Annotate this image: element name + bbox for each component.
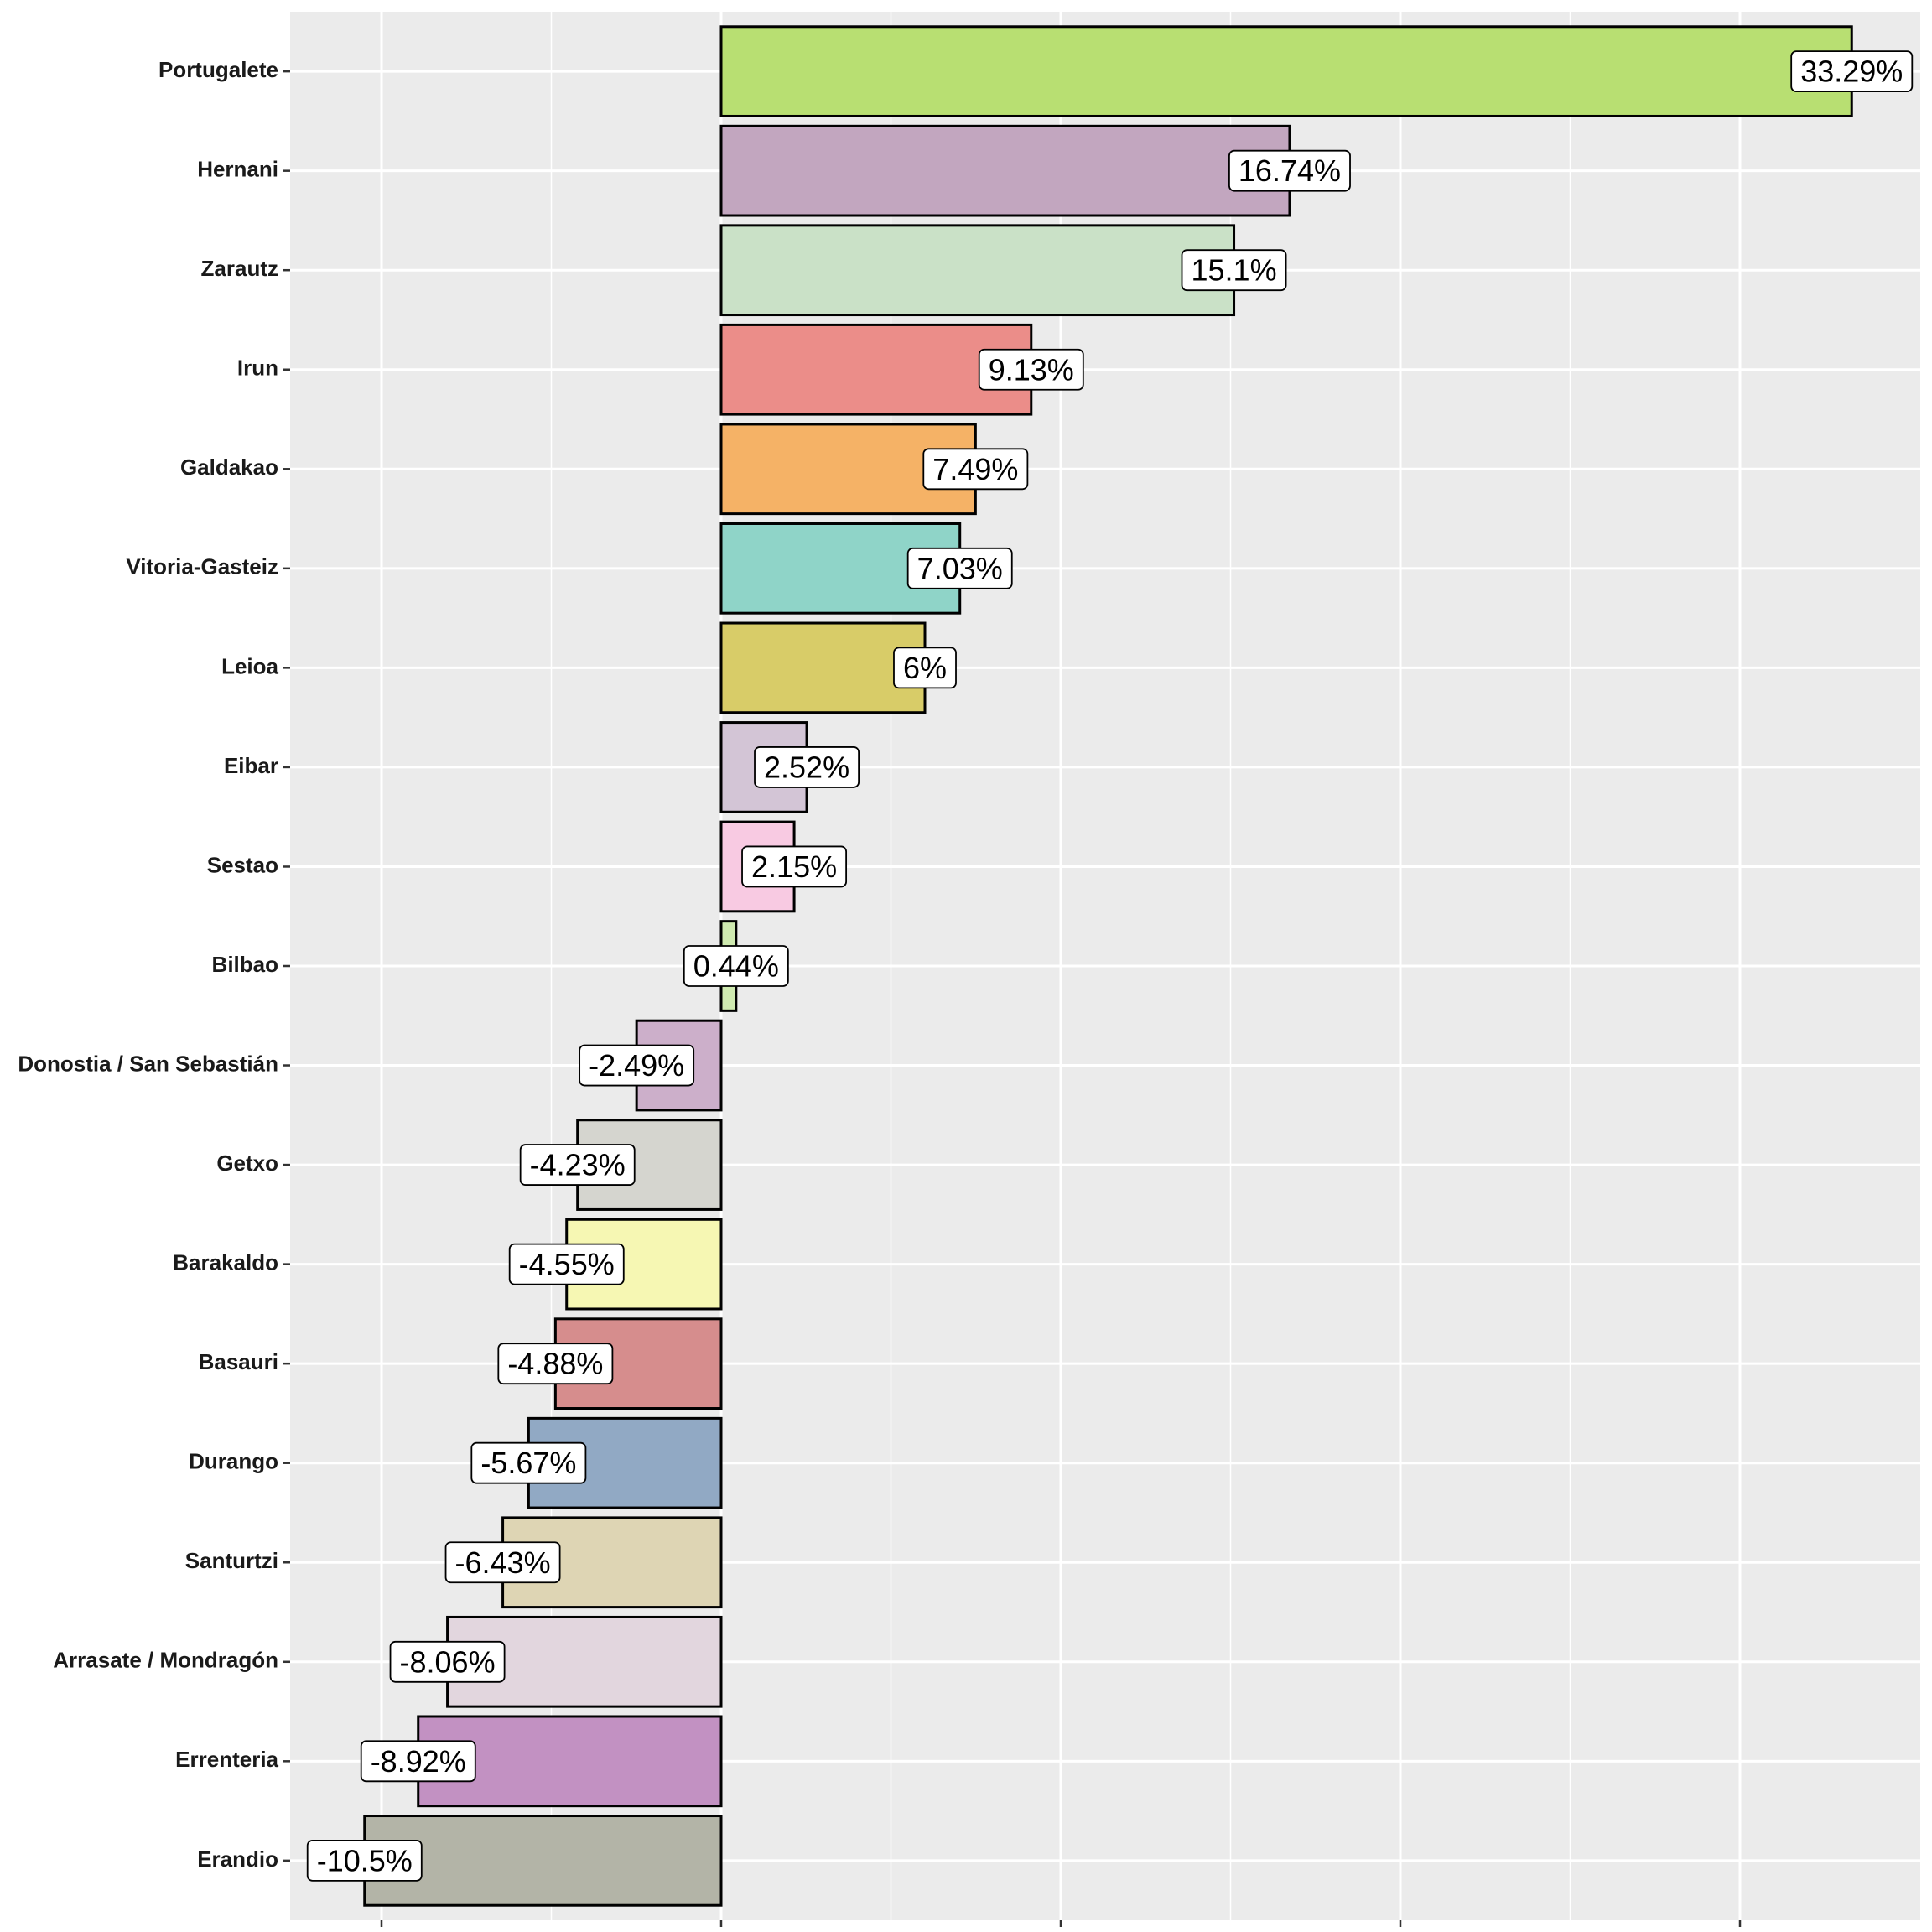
data-label-text: 2.52% <box>764 750 849 784</box>
y-tick-label: Basauri <box>199 1349 278 1374</box>
data-label: 0.44% <box>683 945 789 987</box>
data-label-text: 15.1% <box>1192 253 1277 288</box>
data-label: -8.06% <box>389 1640 506 1683</box>
data-label-text: -4.23% <box>530 1148 626 1182</box>
data-label-box <box>893 647 957 689</box>
data-label: -2.49% <box>579 1044 695 1087</box>
data-label-text: 6% <box>903 651 947 685</box>
data-label: -5.67% <box>470 1441 587 1484</box>
data-label: -8.92% <box>360 1740 476 1783</box>
data-label-box <box>978 348 1084 391</box>
data-label: 6% <box>893 647 957 689</box>
data-label: 16.74% <box>1228 149 1351 192</box>
y-tick-label: Arrasate / Mondragón <box>53 1648 278 1673</box>
data-label-text: 9.13% <box>989 352 1074 387</box>
data-label-box <box>1228 149 1351 192</box>
data-label-box <box>1790 50 1914 93</box>
data-label-box <box>1181 249 1287 292</box>
data-label-text: -2.49% <box>589 1048 684 1083</box>
data-label-box <box>519 1144 636 1186</box>
data-label-box <box>741 845 848 888</box>
data-label-text: -6.43% <box>455 1545 551 1580</box>
data-label: 33.29% <box>1790 50 1914 93</box>
y-tick-label: Bilbao <box>212 952 278 977</box>
data-label-text: 0.44% <box>693 949 779 984</box>
data-label-box <box>906 547 1013 589</box>
data-label: 7.03% <box>906 547 1013 589</box>
data-label-box <box>508 1243 625 1285</box>
y-tick-label: Hernani <box>197 157 278 182</box>
y-tick-label: Eibar <box>224 753 278 778</box>
data-label-box <box>683 945 789 987</box>
data-label: 15.1% <box>1181 249 1287 292</box>
data-label-box <box>497 1343 614 1385</box>
bar <box>363 1815 723 1907</box>
data-label-text: 16.74% <box>1239 153 1341 188</box>
y-tick-label: Donostia / San Sebastián <box>18 1051 278 1076</box>
y-tick-label: Errenteria <box>175 1747 278 1772</box>
data-label: 2.15% <box>741 845 848 888</box>
data-label: 7.49% <box>922 448 1029 491</box>
data-label: 2.52% <box>754 746 860 788</box>
data-label: -4.23% <box>519 1144 636 1186</box>
y-tick-label: Leioa <box>221 653 278 678</box>
data-label-box <box>306 1839 423 1882</box>
data-label-text: 2.15% <box>751 849 837 884</box>
y-tick-label: Galdakao <box>180 454 278 480</box>
bar <box>719 25 1853 117</box>
data-label-text: -5.67% <box>480 1446 576 1480</box>
data-label-text: -4.88% <box>507 1347 603 1381</box>
data-label-text: -10.5% <box>317 1843 413 1877</box>
data-label-box <box>444 1541 561 1584</box>
data-label: -6.43% <box>444 1541 561 1584</box>
data-label-box <box>579 1044 695 1087</box>
y-tick-label: Sestao <box>207 852 278 877</box>
data-label-box <box>360 1740 476 1783</box>
y-tick-label: Portugalete <box>158 57 278 82</box>
data-label-box <box>389 1640 506 1683</box>
bar <box>719 224 1236 317</box>
y-tick-label: Getxo <box>216 1150 278 1176</box>
data-label: 9.13% <box>978 348 1084 391</box>
data-label: -10.5% <box>306 1839 423 1882</box>
data-label: -4.88% <box>497 1343 614 1385</box>
y-tick-label: Zarautz <box>201 256 278 281</box>
y-tick-label: Erandio <box>197 1846 278 1872</box>
data-label-text: 7.03% <box>917 551 1003 585</box>
data-label-text: -8.92% <box>371 1744 466 1779</box>
data-label-text: 7.49% <box>932 452 1018 486</box>
data-label-text: 33.29% <box>1800 55 1903 89</box>
y-tick-label: Santurtzi <box>185 1548 278 1573</box>
data-label-box <box>470 1441 587 1484</box>
data-label-box <box>922 448 1029 491</box>
y-tick-label: Barakaldo <box>173 1250 278 1275</box>
data-label-text: -8.06% <box>400 1644 496 1679</box>
bar <box>719 124 1291 217</box>
data-label-box <box>754 746 860 788</box>
y-tick-label: Durango <box>189 1449 278 1474</box>
y-tick-label: Vitoria-Gasteiz <box>126 554 278 579</box>
data-label-text: -4.55% <box>519 1247 615 1281</box>
y-tick-label: Irun <box>237 356 278 381</box>
data-label: -4.55% <box>508 1243 625 1285</box>
